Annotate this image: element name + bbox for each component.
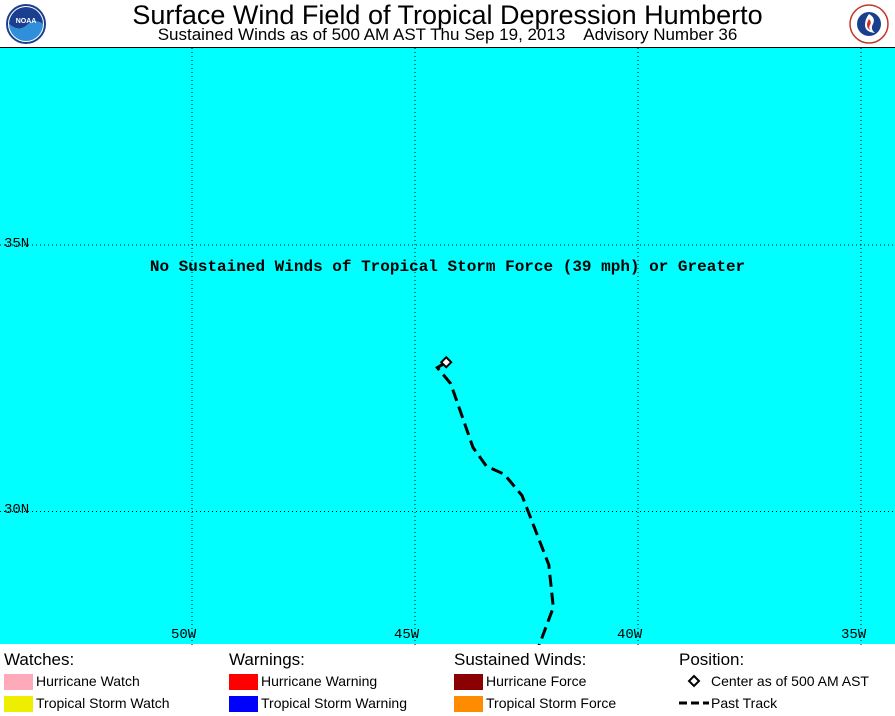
lat-label-35n: 35N <box>4 236 30 252</box>
page-title: Surface Wind Field of Tropical Depressio… <box>132 0 763 30</box>
lon-label-35w: 35W <box>841 627 867 643</box>
svg-text:NOAA: NOAA <box>16 18 37 25</box>
no-winds-notice: No Sustained Winds of Tropical Storm For… <box>149 258 746 276</box>
legend-winds-heading: Sustained Winds: <box>454 650 587 669</box>
legend-past-track: Past Track <box>679 692 869 714</box>
legend-position: Position: Center as of 500 AM AST Past T… <box>679 650 869 714</box>
legend-watches: Watches: Hurricane Watch Tropical Storm … <box>4 650 170 714</box>
legend-tropical-storm-watch: Tropical Storm Watch <box>4 692 170 714</box>
legend-watches-heading: Watches: <box>4 650 75 669</box>
legend-center: Center as of 500 AM AST <box>679 670 869 692</box>
map-area <box>0 47 895 645</box>
past-track <box>435 361 555 645</box>
nws-logo <box>849 4 889 44</box>
tropical-storm-force-swatch <box>454 696 483 712</box>
lon-label-45w: 45W <box>394 627 420 643</box>
legend-warnings: Warnings: Hurricane Warning Tropical Sto… <box>229 650 407 714</box>
hurricane-force-swatch <box>454 674 483 690</box>
legend-position-heading: Position: <box>679 650 745 669</box>
tropical-storm-watch-swatch <box>4 696 33 712</box>
legend-hurricane-force: Hurricane Force <box>454 670 616 692</box>
page-subtitle: Sustained Winds as of 500 AM AST Thu Sep… <box>157 25 738 44</box>
storm-center-marker <box>439 355 453 369</box>
legend-warnings-heading: Warnings: <box>229 650 305 669</box>
legend-tropical-storm-force: Tropical Storm Force <box>454 692 616 714</box>
hurricane-warning-swatch <box>229 674 258 690</box>
hurricane-watch-swatch <box>4 674 33 690</box>
lon-label-40w: 40W <box>617 627 643 643</box>
storm-center <box>439 355 453 369</box>
graticule <box>0 48 895 645</box>
dashed-line-icon <box>679 701 709 705</box>
lat-label-30n: 30N <box>4 502 30 518</box>
diamond-icon <box>687 674 701 688</box>
noaa-logo: NOAA <box>6 4 46 44</box>
legend-hurricane-warning: Hurricane Warning <box>229 670 407 692</box>
legend-sustained-winds: Sustained Winds: Hurricane Force Tropica… <box>454 650 616 714</box>
tropical-storm-warning-swatch <box>229 696 258 712</box>
legend-hurricane-watch: Hurricane Watch <box>4 670 170 692</box>
lon-label-50w: 50W <box>171 627 197 643</box>
legend-tropical-storm-warning: Tropical Storm Warning <box>229 692 407 714</box>
past-track-line <box>435 361 555 645</box>
